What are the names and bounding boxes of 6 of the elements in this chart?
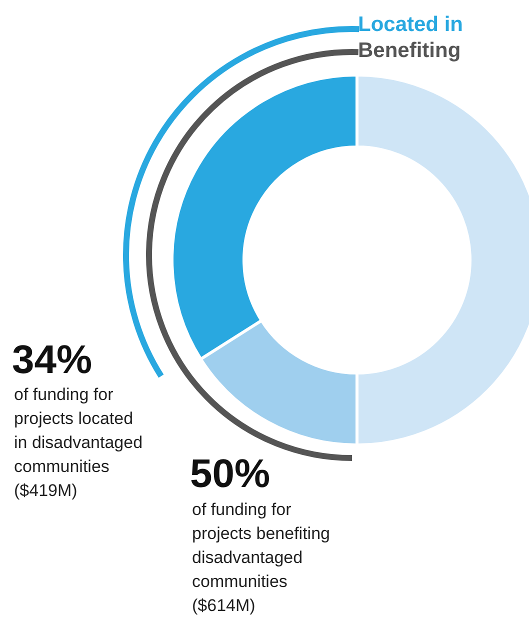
text: of funding for projects located in disadvantaged communities ($419M) [14, 385, 143, 500]
text: 34% [12, 338, 92, 382]
text: of funding for projects benefiting disadvantaged communities ($614M) [192, 500, 330, 615]
text: Benefiting [358, 39, 461, 62]
text: 50% [190, 452, 270, 496]
text: Located in [358, 13, 464, 36]
